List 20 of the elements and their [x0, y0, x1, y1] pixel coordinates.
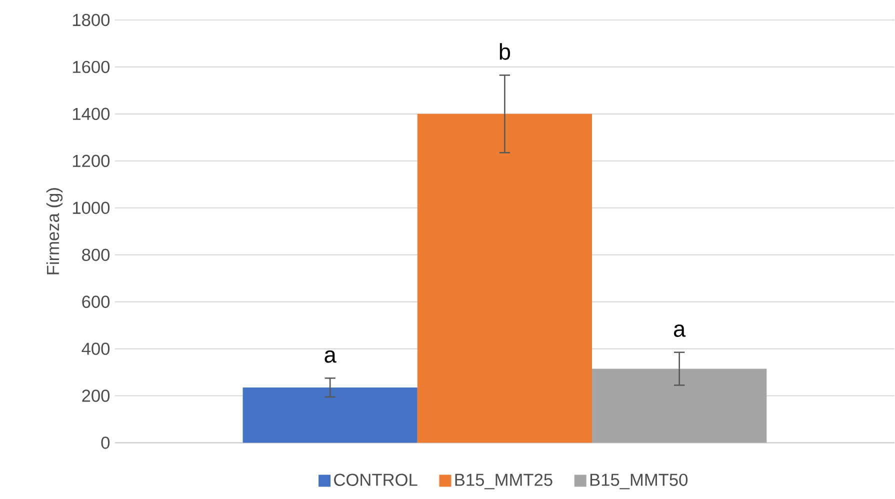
- bar: [242, 388, 418, 443]
- bar: [592, 368, 767, 443]
- y-tick-label: 800: [82, 248, 110, 262]
- y-tick-label: 0: [101, 436, 110, 450]
- y-tick-label: 1600: [73, 60, 110, 74]
- legend-label: B15_MMT25: [455, 474, 552, 490]
- y-tick-label: 1000: [73, 202, 110, 214]
- y-tick-label: 400: [82, 342, 110, 356]
- y-tick-label: 200: [82, 390, 110, 402]
- y-tick-label: 1800: [73, 14, 110, 26]
- annotation: b: [500, 43, 510, 60]
- bar: [417, 114, 592, 443]
- annotation: a: [324, 350, 336, 363]
- legend-label: CONTROL: [334, 474, 418, 486]
- y-tick-label: 1400: [73, 108, 110, 120]
- y-tick-label: 1200: [73, 154, 110, 168]
- y-tick-label: 600: [82, 296, 110, 308]
- legend-label: B15_MMT50: [590, 474, 688, 490]
- y-axis-title: Firmeza (g): [46, 188, 63, 274]
- annotation: a: [674, 324, 686, 338]
